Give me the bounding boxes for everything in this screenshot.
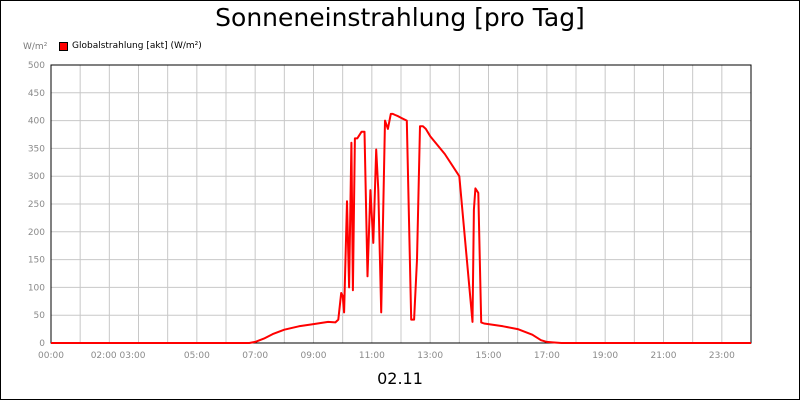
x-tick-label: 00:00: [38, 351, 64, 361]
x-tick-label: 23:00: [709, 351, 735, 361]
y-tick-label: 400: [28, 117, 45, 127]
y-tick-label: 450: [28, 89, 45, 99]
x-tick-label: 09:00: [301, 351, 327, 361]
date-label: 02.11: [377, 369, 423, 388]
x-tick-label: 02:00 03:00: [91, 351, 146, 361]
x-tick-label: 13:00: [417, 351, 443, 361]
series-line: [51, 112, 751, 344]
plot-border: [50, 64, 752, 344]
x-tick-label: 07:00: [242, 351, 268, 361]
x-tick-label: 15:00: [476, 351, 502, 361]
y-axis-unit: W/m²: [23, 42, 48, 52]
y-tick-label: 500: [28, 61, 45, 71]
x-tick-label: 19:00: [592, 351, 618, 361]
x-tick-label: 17:00: [534, 351, 560, 361]
y-tick-label: 50: [34, 311, 46, 321]
legend: Globalstrahlung [akt] (W/m²): [59, 39, 202, 53]
y-tick-label: 200: [28, 228, 45, 238]
chart-title: Sonneneinstrahlung [pro Tag]: [215, 3, 585, 32]
legend-label: Globalstrahlung [akt] (W/m²): [72, 41, 202, 51]
x-tick-label: 21:00: [651, 351, 677, 361]
y-tick-label: 300: [28, 172, 45, 182]
y-tick-label: 100: [28, 283, 45, 293]
x-tick-label: 11:00: [359, 351, 385, 361]
y-tick-label: 150: [28, 256, 45, 266]
legend-swatch: [59, 41, 68, 51]
y-tick-label: 250: [28, 200, 45, 210]
y-tick-label: 0: [39, 339, 45, 349]
y-tick-label: 350: [28, 144, 45, 154]
x-tick-label: 05:00: [184, 351, 210, 361]
